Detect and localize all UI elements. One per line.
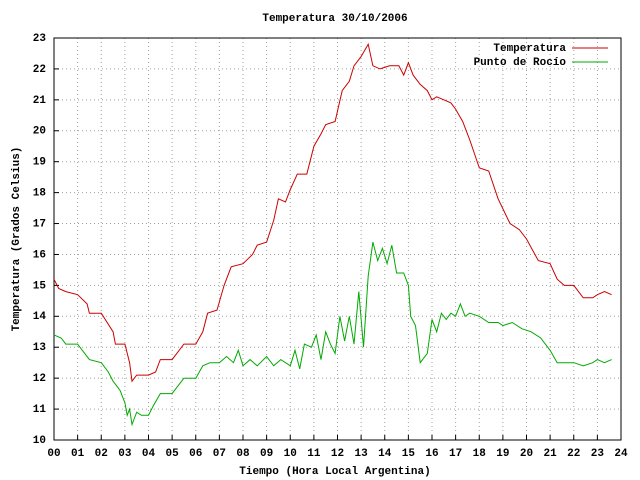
y-tick-label: 20	[33, 126, 46, 138]
y-tick-label: 16	[33, 249, 46, 261]
y-tick-label: 17	[33, 218, 46, 230]
y-tick-label: 10	[33, 435, 46, 447]
x-axis-label: Tiempo (Hora Local Argentina)	[239, 466, 430, 478]
x-tick-label: 04	[142, 448, 156, 460]
x-tick-label: 11	[307, 448, 321, 460]
x-tick-label: 18	[473, 448, 487, 460]
y-tick-label: 22	[33, 64, 46, 76]
y-axis-label: Temperatura (Grados Celsius)	[11, 147, 23, 332]
x-tick-label: 14	[378, 448, 392, 460]
series-line	[53, 241, 612, 427]
y-tick-label: 12	[33, 373, 46, 385]
chart-title: Temperatura 30/10/2006	[262, 13, 407, 25]
x-tick-label: 02	[95, 448, 108, 460]
x-tick-label: 06	[189, 448, 202, 460]
legend-label: Punto de Rocío	[474, 57, 567, 69]
y-tick-label: 18	[33, 188, 47, 200]
y-tick-label: 15	[33, 280, 47, 292]
y-tick-label: 11	[33, 404, 47, 416]
y-tick-label: 21	[33, 95, 47, 107]
x-tick-label: 22	[567, 448, 580, 460]
y-tick-label: 14	[33, 311, 47, 323]
x-tick-label: 16	[425, 448, 438, 460]
x-tick-label: 10	[284, 448, 297, 460]
x-tick-label: 05	[166, 448, 180, 460]
x-tick-label: 15	[402, 448, 416, 460]
x-tick-label: 20	[520, 448, 533, 460]
x-tick-label: 07	[213, 448, 226, 460]
x-tick-label: 08	[236, 448, 250, 460]
x-tick-label: 21	[544, 448, 558, 460]
x-tick-label: 24	[614, 448, 628, 460]
x-tick-label: 19	[496, 448, 509, 460]
y-tick-label: 23	[33, 33, 47, 45]
x-tick-label: 17	[449, 448, 462, 460]
x-tick-label: 03	[118, 448, 132, 460]
x-tick-label: 13	[355, 448, 369, 460]
legend-label: Temperatura	[493, 43, 566, 55]
y-tick-label: 19	[33, 157, 46, 169]
x-tick-label: 23	[591, 448, 605, 460]
x-tick-label: 01	[71, 448, 85, 460]
y-tick-label: 13	[33, 342, 47, 354]
series-line	[53, 42, 612, 383]
x-tick-label: 00	[47, 448, 60, 460]
plot-border	[53, 37, 622, 441]
x-tick-label: 09	[260, 448, 273, 460]
x-tick-label: 12	[331, 448, 344, 460]
